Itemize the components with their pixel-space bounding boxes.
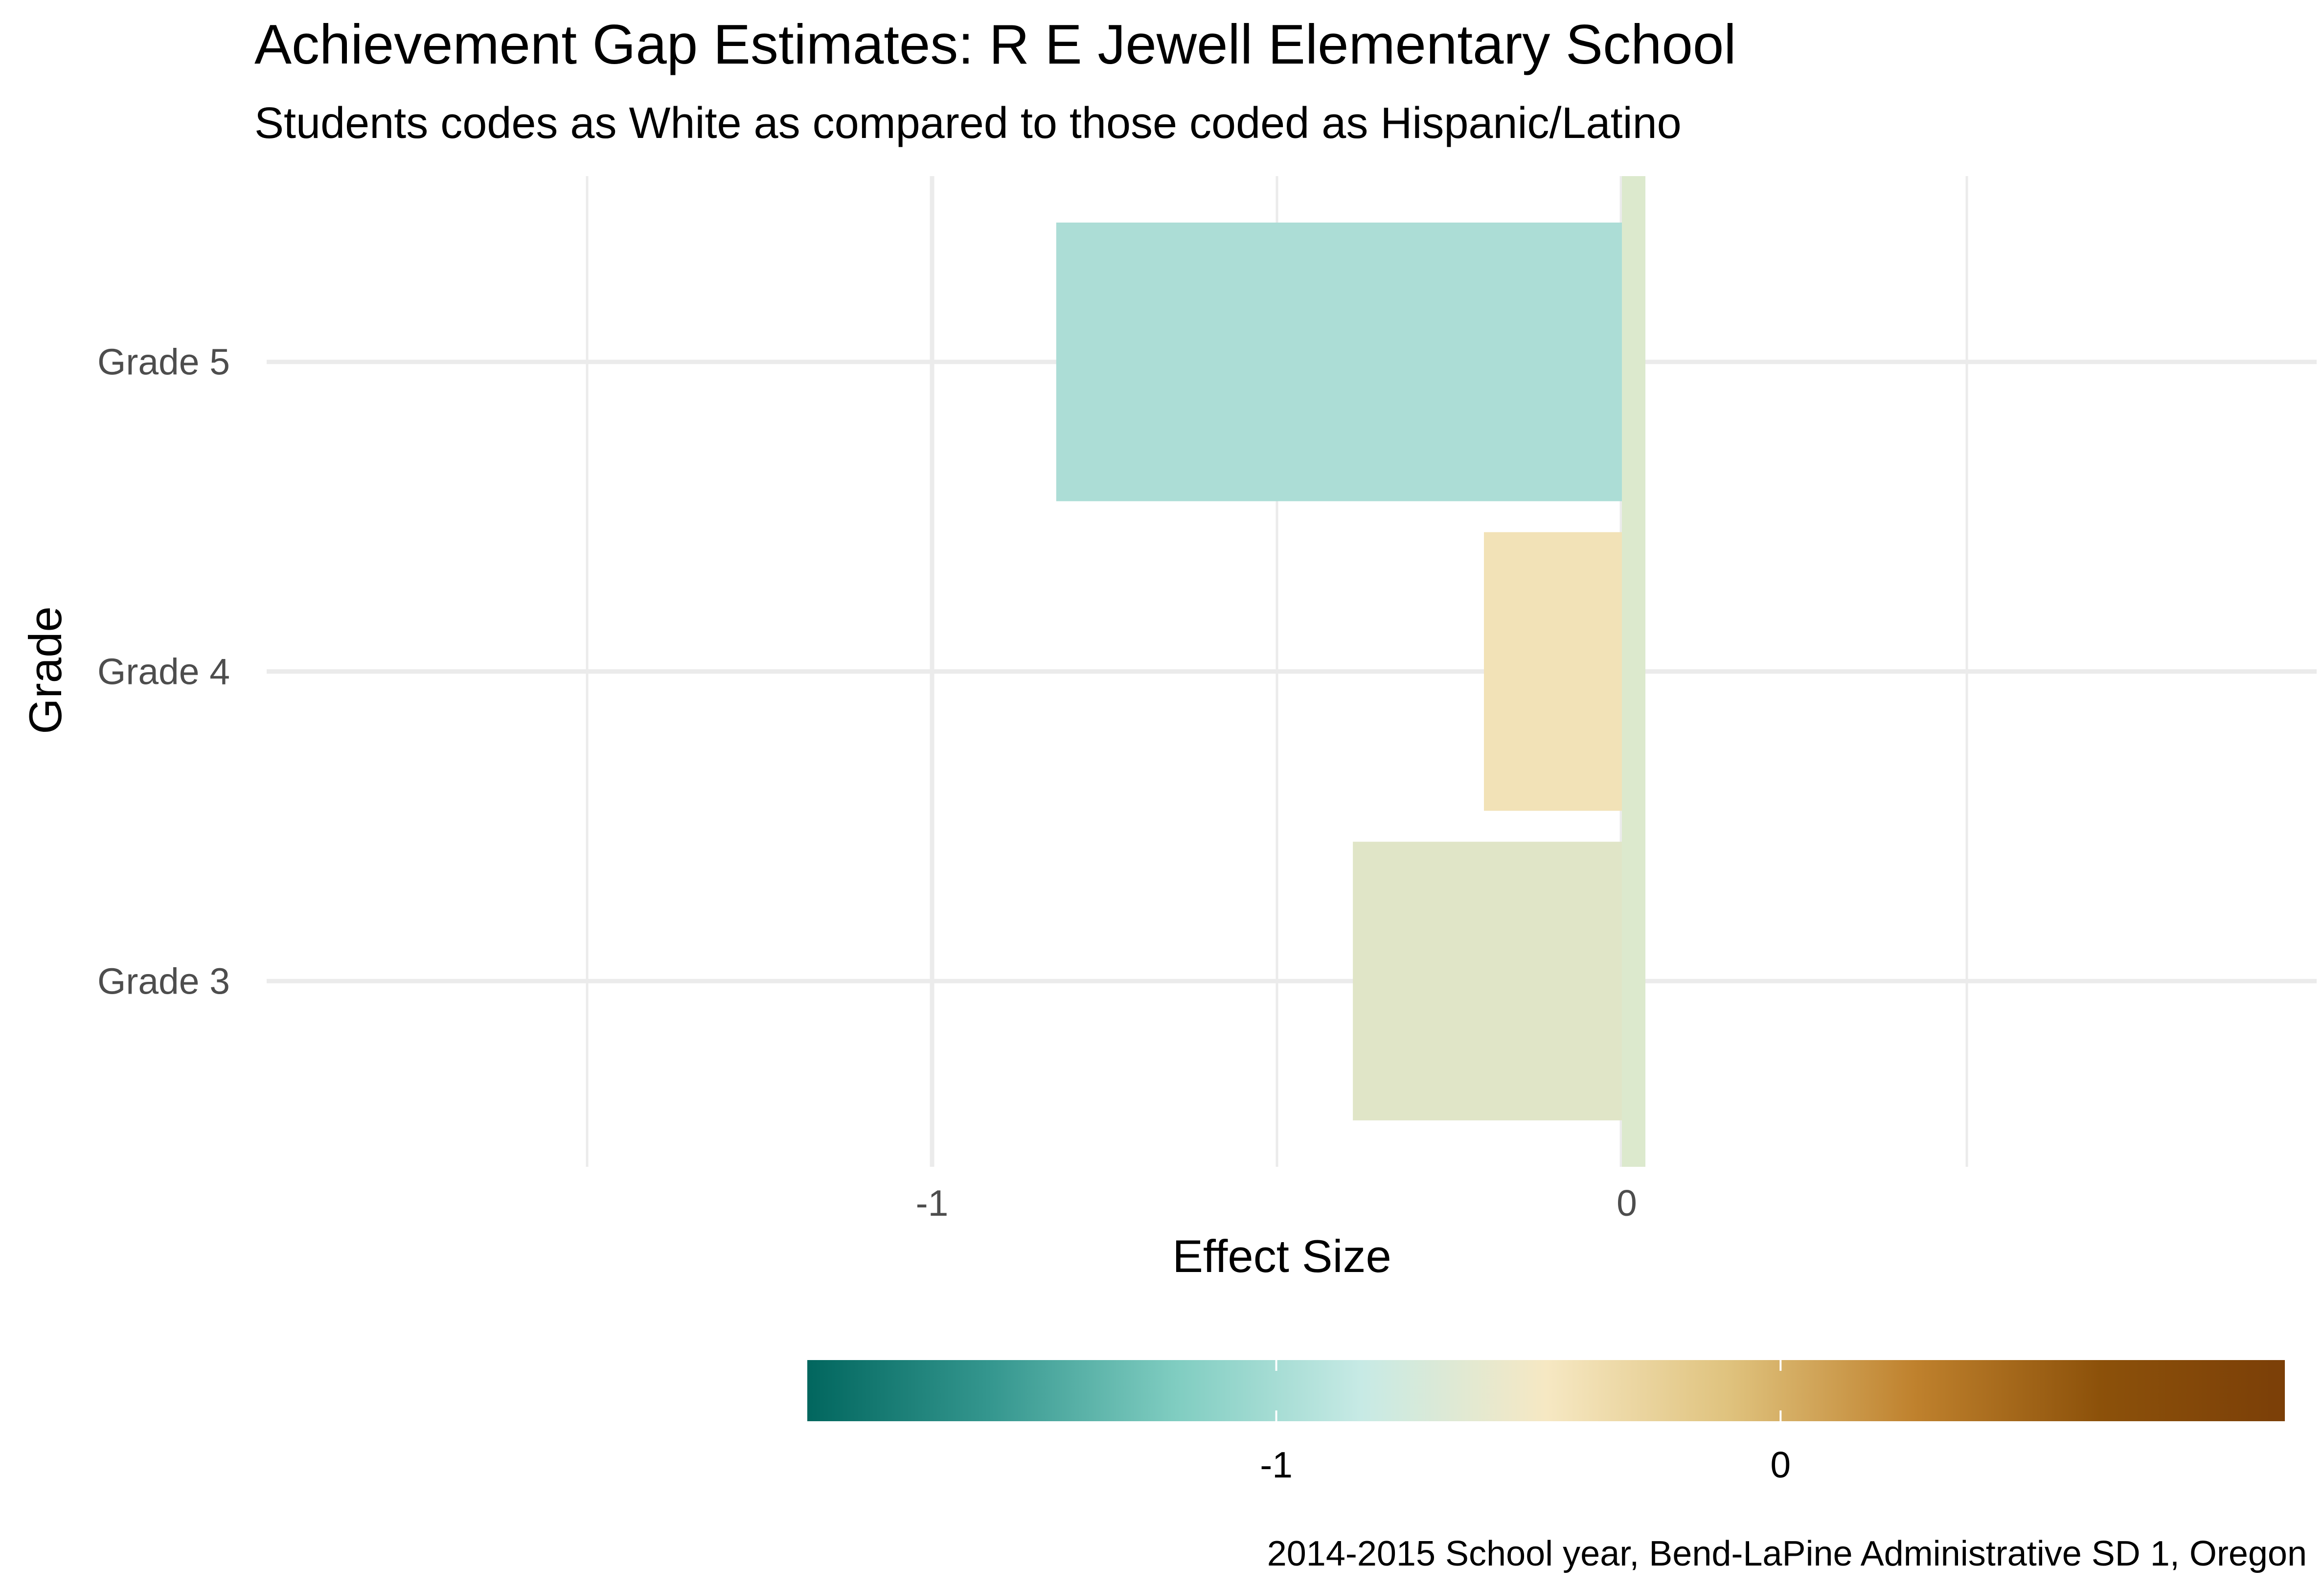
colorbar-tick-label: -1 — [1260, 1444, 1293, 1485]
y-axis-ticks: Grade 3 Grade 4 Grade 5 — [97, 341, 230, 1002]
colorbar-gradient — [807, 1360, 2285, 1421]
x-axis-ticks: -1 0 — [916, 1182, 1637, 1224]
zero-reference — [1622, 176, 1645, 1167]
x-axis-title: Effect Size — [1172, 1230, 1391, 1282]
x-tick-label: -1 — [916, 1182, 949, 1224]
y-tick-label: Grade 3 — [97, 960, 230, 1001]
colorbar-ticks: -1 0 — [1260, 1360, 1791, 1485]
bar-grade-4 — [1484, 532, 1622, 811]
y-tick-label: Grade 5 — [97, 341, 230, 383]
y-axis-title: Grade — [20, 606, 71, 734]
chart-subtitle: Students codes as White as compared to t… — [254, 99, 1682, 148]
y-tick-label: Grade 4 — [97, 651, 230, 692]
bar-grade-3 — [1353, 841, 1622, 1121]
x-tick-label: 0 — [1617, 1182, 1637, 1224]
zero-reference-line — [1622, 176, 1645, 1167]
bar-grade-5 — [1056, 222, 1622, 501]
bars — [1056, 222, 1622, 1121]
chart-title: Achievement Gap Estimates: R E Jewell El… — [254, 14, 1736, 76]
colorbar-legend: -1 0 — [807, 1360, 2285, 1485]
chart-caption: 2014-2015 School year, Bend-LaPine Admin… — [1267, 1534, 2307, 1573]
colorbar-tick-label: 0 — [1770, 1444, 1791, 1485]
